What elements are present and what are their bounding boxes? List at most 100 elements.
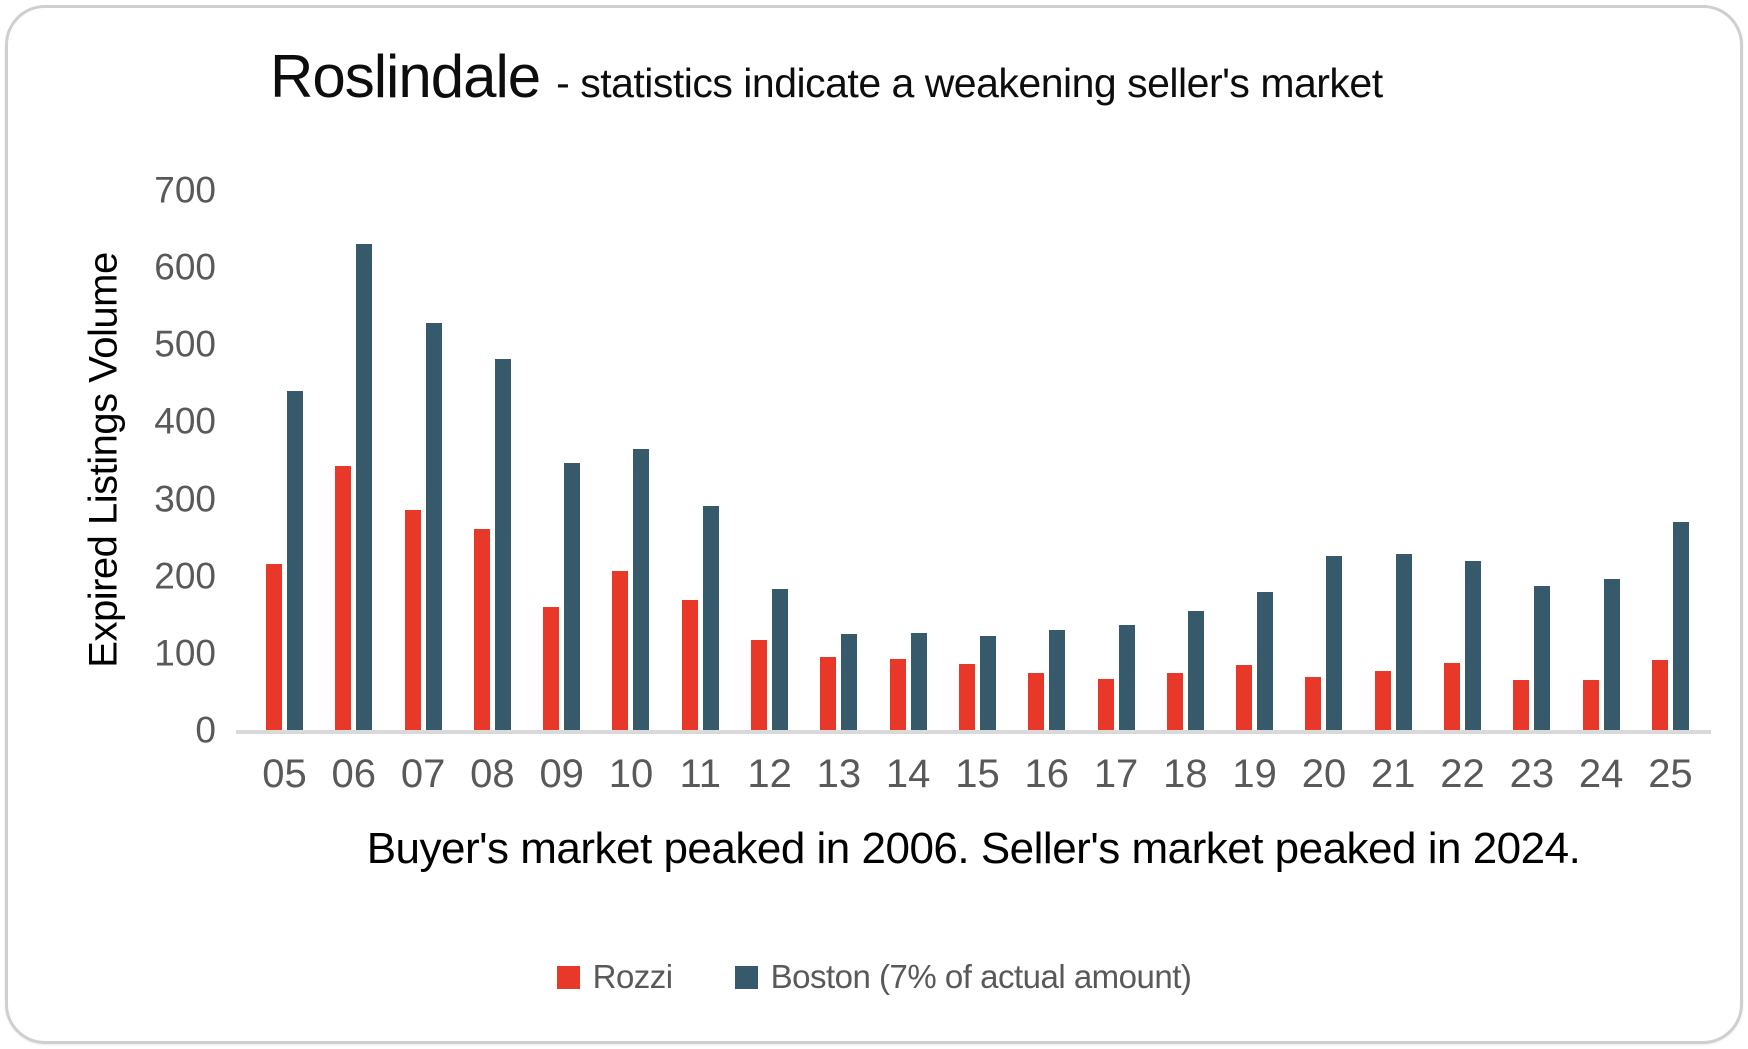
bar-boston-20: [1326, 556, 1343, 730]
bar-group-09: 09: [539, 190, 584, 794]
bar-rozzi-11: [681, 600, 698, 730]
x-tick-label-14: 14: [885, 752, 931, 796]
bar-boston-12: [772, 589, 789, 730]
plot-area: 05 06 07 08 09 10 11 12 13 14 15 16 17 18 19 20 21 22 23 24…: [236, 190, 1711, 794]
x-tick-label-25: 25: [1648, 752, 1693, 796]
bar-group-10: 10: [609, 190, 653, 794]
bar-group-16: 16: [1025, 190, 1069, 794]
bar-rozzi-07: [404, 510, 421, 730]
y-axis-tick-labels: 0 100 200 300 400 500 600 700: [128, 172, 216, 749]
bar-rozzi-21: [1374, 671, 1391, 730]
bar-rozzi-05: [266, 564, 282, 730]
y-tick-label-100: 100: [154, 632, 216, 674]
bar-boston-15: [979, 636, 996, 730]
bar-group-21: 21: [1371, 190, 1416, 794]
bar-boston-22: [1465, 561, 1482, 730]
chart-card: Roslindale - statistics indicate a weake…: [5, 5, 1743, 1044]
x-tick-label-13: 13: [816, 752, 862, 796]
bar-series-container: 05 06 07 08 09 10 11 12 13 14 15 16 17 18 19 20 21 22 23 24…: [236, 190, 1711, 794]
bar-boston-09: [564, 463, 581, 730]
x-tick-label-10: 10: [608, 752, 654, 796]
x-tick-label-17: 17: [1093, 752, 1139, 796]
legend-label-rozzi: Rozzi: [592, 958, 674, 995]
legend: Rozzi Boston (7% of actual amount): [8, 958, 1740, 996]
bar-rozzi-06: [335, 466, 352, 730]
bar-boston-08: [494, 359, 511, 730]
x-tick-label-06: 06: [331, 752, 377, 796]
bar-group-06: 06: [332, 190, 376, 794]
y-tick-label-500: 500: [154, 323, 216, 365]
bar-boston-17: [1118, 625, 1135, 730]
bar-group-15: 15: [955, 190, 1000, 794]
y-tick-label-600: 600: [154, 246, 216, 288]
x-tick-label-09: 09: [539, 752, 584, 796]
bar-group-19: 19: [1232, 190, 1277, 794]
bar-rozzi-14: [889, 659, 906, 730]
bar-group-11: 11: [680, 190, 721, 794]
bar-boston-21: [1395, 554, 1412, 730]
bar-rozzi-17: [1097, 679, 1114, 730]
bar-boston-07: [425, 323, 442, 730]
y-axis-title: Expired Listings Volume: [81, 252, 126, 668]
bar-group-14: 14: [886, 190, 930, 794]
bar-boston-10: [633, 449, 650, 730]
x-tick-label-22: 22: [1440, 752, 1485, 796]
bar-group-08: 08: [470, 190, 515, 794]
bar-boston-14: [910, 633, 927, 730]
bar-boston-11: [702, 506, 719, 730]
bar-group-12: 12: [747, 190, 792, 794]
x-tick-label-15: 15: [955, 752, 1000, 796]
x-tick-label-11: 11: [679, 752, 722, 796]
bar-group-18: 18: [1163, 190, 1208, 794]
x-tick-label-16: 16: [1024, 752, 1070, 796]
bar-rozzi-08: [473, 529, 490, 730]
x-axis-caption: Buyer's market peaked in 2006. Seller's …: [366, 824, 1581, 873]
x-tick-label-24: 24: [1578, 752, 1624, 796]
x-tick-label-07: 07: [400, 752, 446, 796]
y-tick-label-400: 400: [154, 400, 216, 442]
y-tick-label-0: 0: [195, 709, 216, 751]
bar-boston-16: [1049, 630, 1066, 730]
bar-rozzi-23: [1513, 680, 1530, 730]
y-tick-label-200: 200: [154, 555, 216, 597]
legend-item-boston: Boston (7% of actual amount): [734, 958, 1192, 996]
bar-group-07: 07: [401, 190, 445, 794]
chart-title: Roslindale: [270, 43, 541, 110]
x-tick-label-08: 08: [470, 752, 515, 796]
x-tick-label-20: 20: [1301, 752, 1347, 796]
x-tick-label-18: 18: [1163, 752, 1208, 796]
bar-boston-13: [841, 634, 858, 730]
bar-boston-19: [1257, 592, 1274, 730]
bar-group-05: 05: [262, 190, 307, 794]
x-tick-label-23: 23: [1509, 752, 1555, 796]
bar-rozzi-16: [1028, 673, 1045, 730]
bar-rozzi-18: [1166, 673, 1183, 730]
bar-group-20: 20: [1302, 190, 1346, 794]
bar-rozzi-13: [820, 657, 837, 730]
bar-group-17: 17: [1094, 190, 1138, 794]
y-tick-label-300: 300: [154, 478, 216, 520]
x-tick-label-05: 05: [262, 752, 307, 796]
legend-label-boston: Boston (7% of actual amount): [770, 958, 1192, 995]
bar-boston-23: [1534, 586, 1551, 730]
bar-rozzi-12: [751, 640, 768, 730]
bar-boston-24: [1603, 579, 1620, 730]
bar-rozzi-24: [1582, 680, 1599, 730]
bar-boston-06: [356, 244, 373, 730]
bar-group-23: 23: [1510, 190, 1554, 794]
bar-rozzi-25: [1651, 660, 1668, 730]
bar-boston-25: [1672, 522, 1689, 730]
chart-subtitle: - statistics indicate a weakening seller…: [556, 60, 1383, 106]
x-tick-label-12: 12: [747, 752, 792, 796]
bar-rozzi-15: [958, 664, 975, 730]
bar-rozzi-10: [612, 571, 629, 730]
x-tick-label-19: 19: [1232, 752, 1277, 796]
bar-group-22: 22: [1440, 190, 1485, 794]
chart-title-row: Roslindale - statistics indicate a weake…: [270, 42, 1383, 111]
bar-boston-18: [1187, 611, 1204, 730]
bar-rozzi-09: [543, 607, 560, 730]
bar-rozzi-20: [1305, 677, 1322, 730]
bar-group-25: 25: [1648, 190, 1693, 794]
bar-group-24: 24: [1579, 190, 1623, 794]
legend-swatch-boston: [734, 965, 758, 989]
